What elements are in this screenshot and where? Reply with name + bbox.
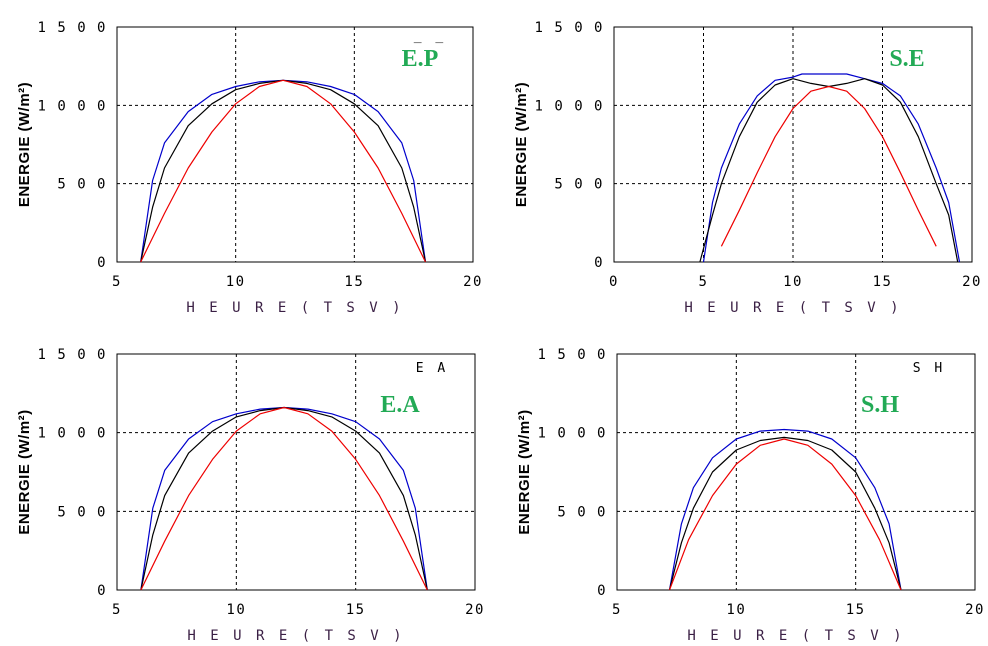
chart-panel-3: 5 10 15 20 0 5 0 0 1 0 0 0 1 5 0 0 H E U R E ( T…	[16, 347, 485, 644]
series-line-3	[140, 79, 427, 263]
x-tick-label: 15	[846, 602, 866, 618]
x-axis-label: H E U R E ( T S V )	[187, 628, 404, 644]
y-axis-label: ENERGIE (W/m²)	[513, 82, 530, 207]
x-tick-label: 10	[226, 274, 246, 290]
panel-title: S.E	[889, 46, 924, 72]
x-tick-label: 0	[609, 274, 619, 290]
y-tick-label: 0	[597, 583, 607, 599]
x-tick-label: 20	[463, 274, 483, 290]
y-tick-label: 1 0 0 0	[37, 426, 107, 442]
plot-frame	[616, 353, 976, 591]
y-tick-label: 1 5 0 0	[37, 347, 107, 363]
y-tick-label: 5 0 0	[557, 504, 607, 520]
x-tick-label: 15	[346, 602, 366, 618]
y-axis-label: ENERGIE (W/m²)	[16, 82, 33, 207]
x-tick-label: 5	[112, 274, 122, 290]
y-tick-label: 5 0 0	[57, 504, 107, 520]
y-tick-label: 1 0 0 0	[534, 98, 604, 114]
x-tick-label: 5	[112, 602, 122, 618]
corner-marker: E A	[416, 361, 448, 376]
x-tick-label: 20	[465, 602, 485, 618]
series-line-3	[720, 85, 937, 247]
series-line-1	[668, 428, 902, 591]
corner-marker: _ _	[414, 29, 446, 44]
x-axis-label: H E U R E ( T S V )	[687, 628, 904, 644]
y-tick-label: 1 5 0 0	[37, 20, 107, 36]
chart-panel-1: 5 10 15 20 0 5 0 0 1 0 0 0 1 5 0 0 H E U R E ( T…	[16, 20, 483, 316]
series-line-2	[140, 79, 427, 263]
x-tick-label: 10	[783, 274, 803, 290]
y-tick-label: 1 5 0 0	[534, 20, 604, 36]
x-tick-label: 5	[612, 602, 622, 618]
x-tick-label: 10	[226, 602, 246, 618]
plot-frame	[116, 353, 476, 591]
series-line-3	[140, 406, 428, 591]
series-line-1	[140, 79, 427, 263]
y-tick-label: 0	[97, 583, 107, 599]
series-line-2	[668, 436, 902, 591]
corner-marker: S H	[913, 361, 945, 376]
y-tick-label: 0	[97, 255, 107, 271]
series-line-1	[702, 73, 961, 263]
y-tick-label: 5 0 0	[57, 177, 107, 193]
x-tick-label: 20	[962, 274, 982, 290]
y-tick-label: 0	[594, 255, 604, 271]
x-tick-label: 20	[965, 602, 985, 618]
panel-title: S.H	[861, 392, 899, 418]
y-tick-label: 5 0 0	[554, 177, 604, 193]
panel-title: E.A	[380, 392, 420, 418]
series-line-1	[140, 406, 428, 591]
series-line-2	[140, 406, 428, 591]
panel-title: E.P	[402, 46, 439, 72]
x-axis-label: H E U R E ( T S V )	[186, 300, 403, 316]
y-tick-label: 1 0 0 0	[537, 426, 607, 442]
chart-panel-4: 5 10 15 20 0 5 0 0 1 0 0 0 1 5 0 0 H E U R E ( T…	[516, 347, 985, 644]
chart-panel-2: 0 5 10 15 20 0 5 0 0 1 0 0 0 1 5 0 0 H E U R E ( …	[513, 20, 982, 316]
x-axis-label: H E U R E ( T S V )	[684, 300, 901, 316]
x-tick-label: 15	[873, 274, 893, 290]
series-line-3	[668, 438, 902, 591]
x-tick-label: 5	[699, 274, 709, 290]
y-tick-label: 1 0 0 0	[37, 98, 107, 114]
plot-frame	[116, 26, 474, 263]
y-axis-label: ENERGIE (W/m²)	[516, 409, 533, 534]
x-tick-label: 15	[344, 274, 364, 290]
y-tick-label: 1 5 0 0	[537, 347, 607, 363]
y-axis-label: ENERGIE (W/m²)	[16, 409, 33, 534]
series-line-2	[699, 78, 959, 263]
x-tick-label: 10	[726, 602, 746, 618]
